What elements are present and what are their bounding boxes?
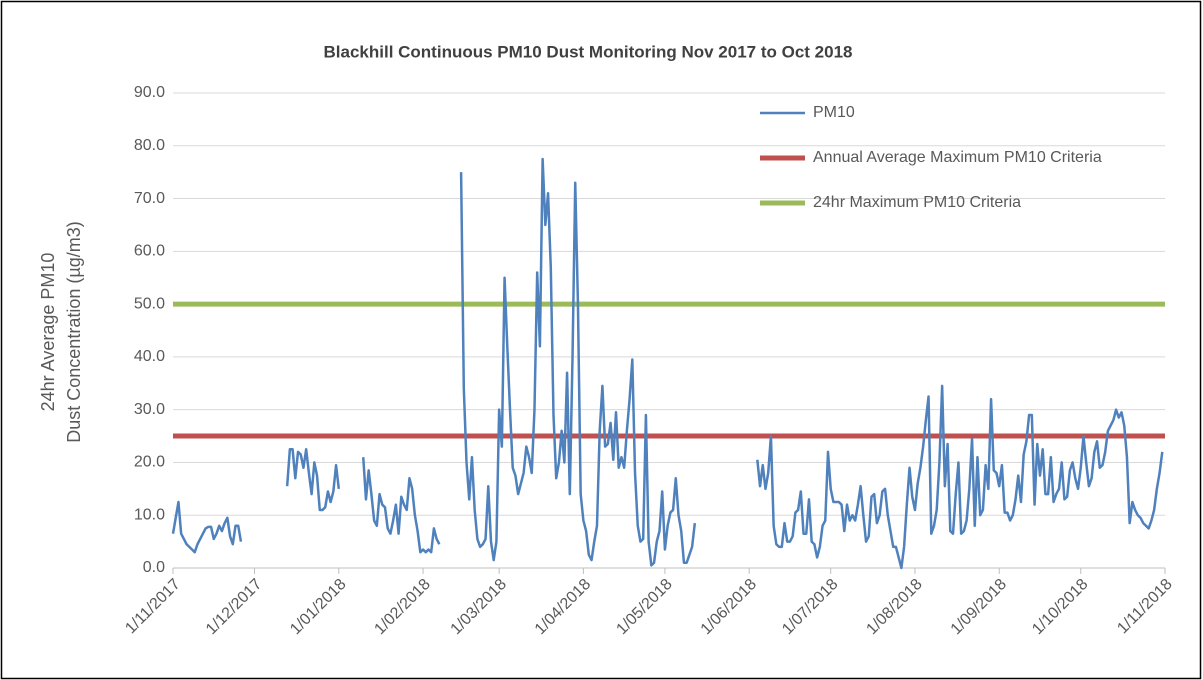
y-tick-label: 50.0 [134,295,165,312]
y-tick-label: 90.0 [134,84,165,101]
y-tick-label: 80.0 [134,137,165,154]
y-axis-label: Dust Concentration (µg/m3) [64,221,84,442]
y-tick-label: 70.0 [134,190,165,207]
y-tick-label: 60.0 [134,243,165,260]
legend-label: Annual Average Maximum PM10 Criteria [813,149,1102,166]
legend-label: 24hr Maximum PM10 Criteria [813,194,1021,211]
y-tick-label: 20.0 [134,454,165,471]
series-line [171,157,1164,570]
y-axis-label: 24hr Average PM10 [38,253,58,412]
legend-label: PM10 [813,104,855,121]
y-tick-label: 40.0 [134,348,165,365]
y-tick-label: 30.0 [134,401,165,418]
y-tick-label: 0.0 [143,559,165,576]
y-tick-label: 10.0 [134,506,165,523]
chart-title: Blackhill Continuous PM10 Dust Monitorin… [324,42,853,61]
